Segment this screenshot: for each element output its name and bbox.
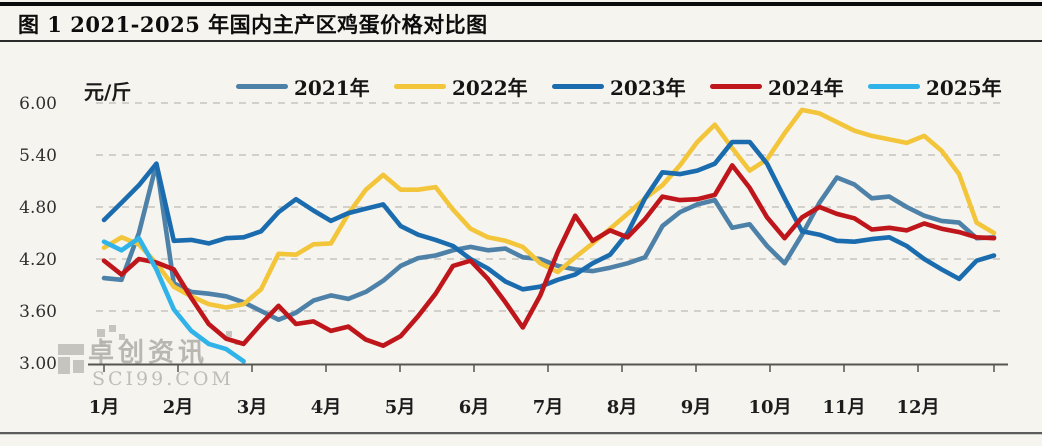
x-tick-label: 12月 — [896, 397, 939, 418]
legend-swatch-2025 — [868, 84, 920, 89]
legend-swatch-2023 — [552, 84, 604, 89]
x-tick-label: 11月 — [822, 397, 865, 418]
legend-label-2022: 2022年 — [452, 76, 528, 100]
legend-item-2023: 2023年 — [552, 72, 710, 101]
legend: 2021年 2022年 2023年 2024年 2025年 — [236, 72, 1026, 101]
x-tick-label: 10月 — [748, 397, 791, 418]
y-tick-label: 6.00 — [19, 94, 57, 114]
legend-item-2022: 2022年 — [394, 72, 552, 101]
legend-label-2021: 2021年 — [294, 76, 370, 100]
x-tick-label: 6月 — [459, 397, 490, 418]
x-tick-label: 1月 — [89, 397, 120, 418]
series-line-2023 — [101, 139, 997, 292]
x-tick-label: 3月 — [237, 397, 268, 418]
legend-label-2024: 2024年 — [768, 76, 844, 100]
y-axis-unit-label: 元/斤 — [84, 80, 132, 104]
legend-swatch-2024 — [710, 84, 762, 89]
y-tick-label: 5.40 — [19, 146, 57, 166]
x-tick-label: 9月 — [681, 397, 712, 418]
y-tick-label: 4.80 — [19, 198, 57, 218]
bottom-rule — [0, 432, 1042, 435]
legend-item-2025: 2025年 — [868, 72, 1026, 101]
y-tick-label: 3.60 — [19, 302, 57, 322]
legend-item-2024: 2024年 — [710, 72, 868, 101]
x-tick-label: 7月 — [533, 397, 564, 418]
chart-area: 元/斤 2021年 2022年 2023年 2024年 2025年 — [0, 42, 1042, 446]
x-tick-label: 5月 — [385, 397, 416, 418]
watermark-brand: 卓创资讯 — [88, 338, 208, 368]
legend-label-2023: 2023年 — [610, 76, 686, 100]
x-tick-label: 4月 — [311, 397, 342, 418]
x-tick-label: 2月 — [163, 397, 194, 418]
x-tick-label: 8月 — [607, 397, 638, 418]
figure-title: 图 1 2021-2025 年国内主产区鸡蛋价格对比图 — [18, 12, 488, 37]
series-line-2024 — [101, 163, 997, 349]
watermark-url: SCI99.COM — [92, 368, 234, 390]
title-rule — [0, 40, 1042, 42]
top-rule — [0, 2, 1042, 6]
y-tick-label: 4.20 — [19, 250, 57, 270]
y-tick-label: 3.00 — [19, 354, 57, 374]
legend-swatch-2021 — [236, 84, 288, 89]
series-line-2021 — [101, 161, 997, 323]
legend-label-2025: 2025年 — [926, 76, 1002, 100]
legend-swatch-2022 — [394, 84, 446, 89]
series-line-2025 — [101, 235, 246, 364]
legend-item-2021: 2021年 — [236, 72, 394, 101]
